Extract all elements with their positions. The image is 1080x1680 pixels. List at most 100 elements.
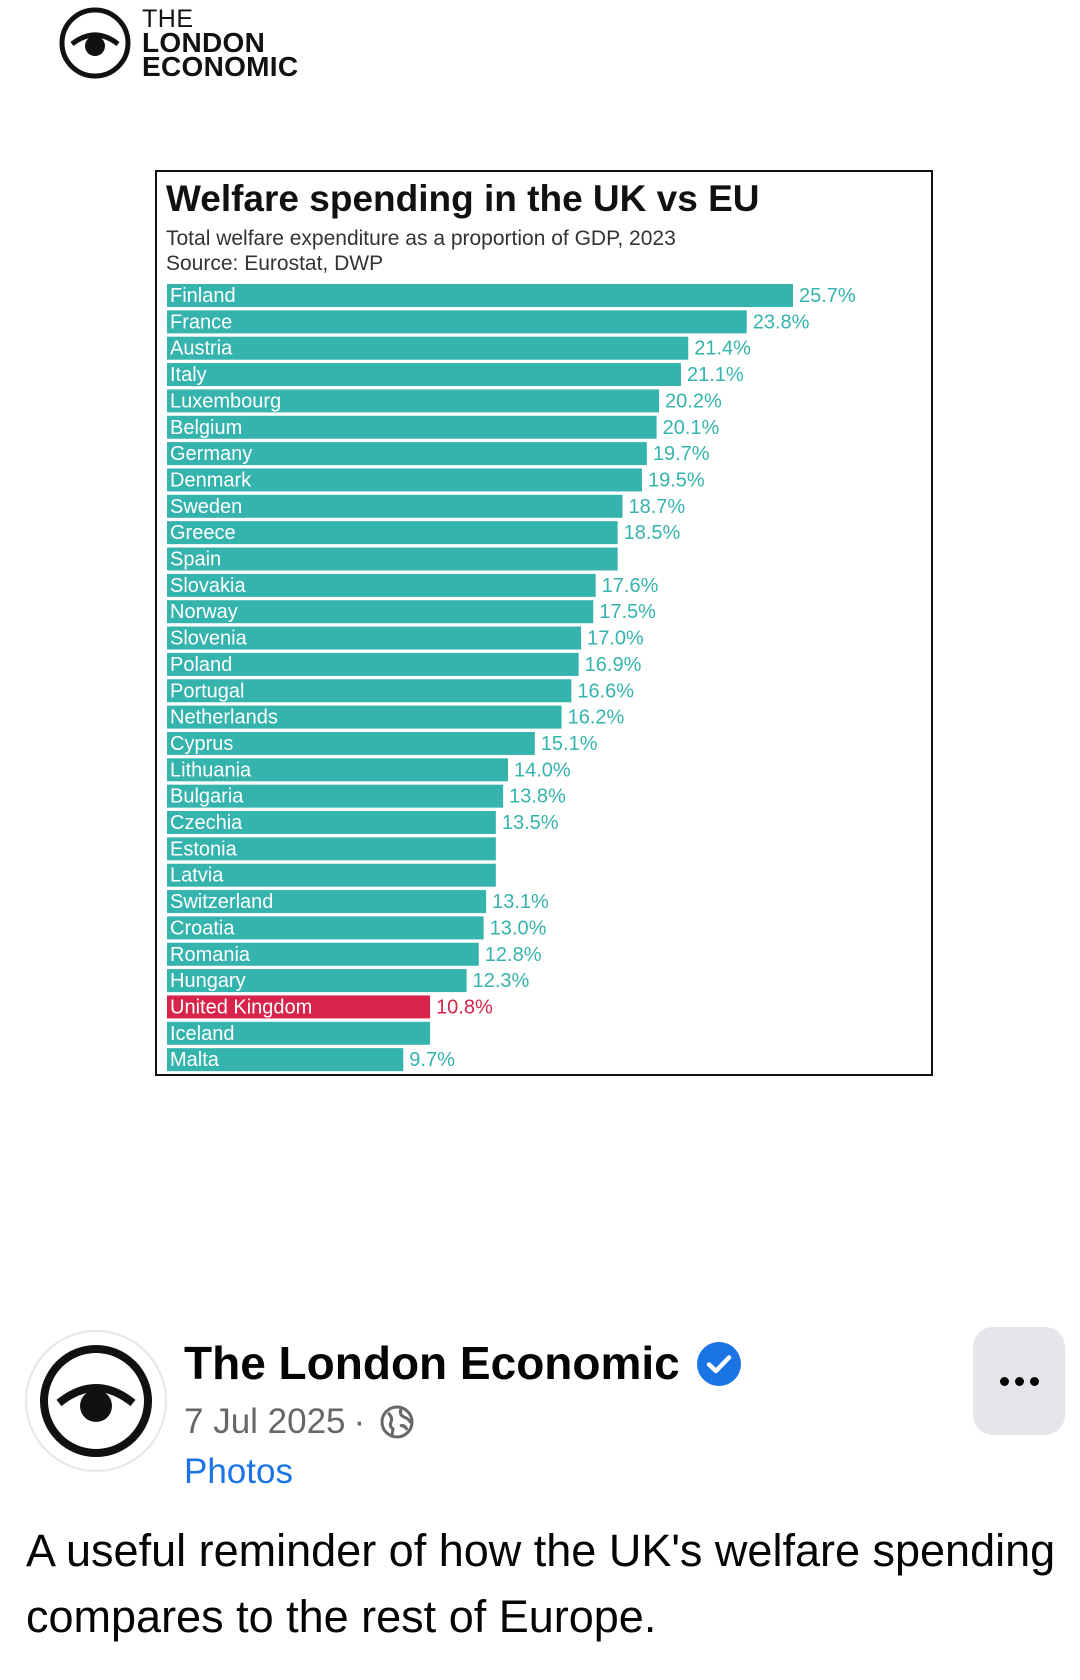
bar-chart: Finland 25.7% France 23.8% Austria 21.4% Italy… [167,284,856,1072]
verified-badge-icon [697,1342,741,1386]
brand-line-2: LONDON [142,27,266,58]
value-label: 16.6% [577,680,634,702]
bar-netherlands [167,705,562,729]
value-label: 19.5% [648,469,705,491]
bar-label: Slovenia [170,628,248,650]
value-label: 9.7% [409,1049,455,1071]
bar-italy [167,363,681,387]
page-name[interactable]: The London Economic [184,1337,680,1389]
more-options-button[interactable] [973,1327,1065,1435]
chart-title: Welfare spending in the UK vs EU [166,178,760,219]
bar-label: Latvia [170,865,224,887]
bar-label: Bulgaria [170,786,244,808]
photos-link[interactable]: Photos [184,1452,293,1491]
bar-label: Malta [170,1049,220,1071]
chart-image[interactable]: Welfare spending in the UK vs EU Total w… [155,170,933,1076]
value-label: 13.0% [490,917,547,939]
bar-label: Denmark [170,469,252,491]
bar-belgium [167,415,657,439]
bar-cyprus [167,731,535,755]
post-meta: 7 Jul 2025 · [184,1402,415,1442]
value-label: 19.7% [653,443,710,465]
bar-label: Spain [170,549,221,571]
bar-slovenia [167,626,582,650]
bar-label: Romania [170,944,251,966]
more-options-icon [999,1376,1009,1386]
value-label: 13.1% [492,891,549,913]
bar-label: Portugal [170,680,245,702]
bar-poland [167,652,579,676]
bar-label: Croatia [170,917,235,939]
bar-label: Norway [170,601,238,623]
bar-label: Hungary [170,970,246,992]
value-label: 15.1% [541,733,598,755]
bar-label: Iceland [170,1023,235,1045]
bar-portugal [167,679,572,703]
bar-label: Switzerland [170,891,273,913]
value-label: 13.8% [509,786,566,808]
eye-logo-icon [59,7,131,79]
value-label: 23.8% [753,311,810,333]
bar-united-kingdom [167,995,431,1019]
bar-label: Estonia [170,838,238,860]
value-label: 10.8% [436,996,493,1018]
bar-label: Netherlands [170,707,278,729]
eye-logo-icon [40,1345,152,1457]
brand-header: THE LONDON ECONOMIC [58,5,299,82]
bar-label: Finland [170,285,236,307]
bar-estonia [167,837,496,861]
post-text: A useful reminder of how the UK's welfar… [26,1525,1056,1642]
value-label: 21.1% [687,364,744,386]
value-label: 18.7% [628,496,685,518]
value-label: 17.5% [599,601,656,623]
bar-sweden [167,494,623,518]
bar-label: Greece [170,522,236,544]
value-label: 17.0% [587,628,644,650]
bar-latvia [167,863,496,887]
bar-label: Cyprus [170,733,233,755]
bar-croatia [167,916,484,940]
bar-label: Luxembourg [170,390,281,412]
globe-icon [380,1405,414,1439]
bar-label: Belgium [170,417,242,439]
bar-iceland [167,1021,431,1045]
post-date[interactable]: 7 Jul 2025 [184,1402,346,1441]
brand-line-1: THE [142,5,194,33]
chart-source: Source: Eurostat, DWP [166,252,384,275]
bar-germany [167,442,647,466]
bar-france [167,310,747,334]
value-label: 21.4% [694,338,751,360]
brand-line-3: ECONOMIC [142,51,299,82]
chart-subtitle: Total welfare expenditure as a proportio… [166,227,676,250]
bar-label: Austria [170,338,233,360]
value-label: 16.2% [568,707,625,729]
bar-label: Lithuania [170,759,252,781]
bar-label: Czechia [170,812,243,834]
bar-label: Poland [170,654,232,676]
value-label: 13.5% [502,812,559,834]
value-label: 20.1% [663,417,720,439]
avatar[interactable] [25,1330,167,1472]
value-label: 16.9% [585,654,642,676]
bar-denmark [167,468,642,492]
value-label: 18.5% [624,522,681,544]
bar-hungary [167,969,467,993]
value-label: 14.0% [514,759,571,781]
bar-czechia [167,811,496,834]
value-label: 20.2% [665,390,722,412]
value-label: 17.6% [602,575,659,597]
bar-label: France [170,311,232,333]
value-label: 25.7% [799,285,856,307]
bar-luxembourg [167,389,660,413]
bar-label: Germany [170,443,252,465]
bar-bulgaria [167,784,504,808]
bar-label: United Kingdom [170,996,312,1018]
bar-romania [167,942,479,966]
meta-separator: · [353,1402,366,1441]
bar-label: Sweden [170,496,242,518]
bar-spain [167,547,618,571]
bar-lithuania [167,758,509,782]
bar-greece [167,521,618,545]
bar-label: Italy [170,364,207,386]
bar-austria [167,336,689,360]
